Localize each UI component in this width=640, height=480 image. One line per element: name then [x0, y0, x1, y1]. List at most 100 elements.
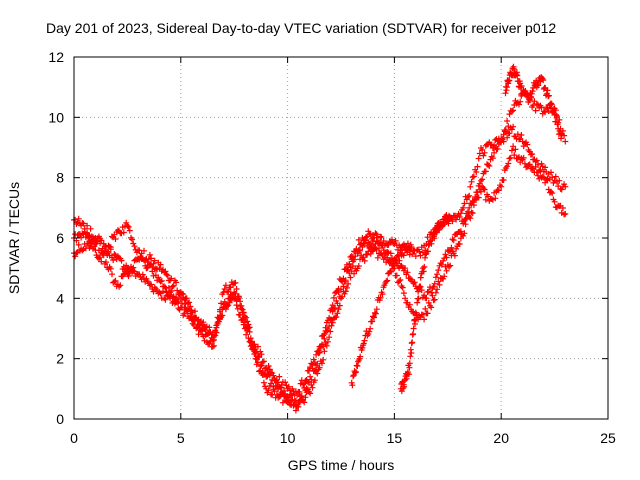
- x-tick-label: 20: [493, 430, 509, 446]
- data-point-sample: [219, 306, 226, 313]
- data-point-sample: [373, 306, 380, 313]
- data-point-sample: [349, 254, 356, 261]
- data-point: [508, 147, 515, 154]
- data-point-sample: [366, 230, 373, 237]
- data-point-sample: [535, 172, 541, 179]
- x-axis-label: GPS time / hours: [288, 457, 395, 473]
- data-point-sample: [467, 215, 474, 222]
- data-point-sample: [518, 132, 525, 138]
- axis-ticks: 0 5 10 15 20 25 0 2 4 6 8 10 12: [48, 49, 616, 446]
- data-point-sample: [240, 309, 247, 316]
- data-point: [508, 126, 515, 133]
- x-tick-label: 25: [600, 430, 616, 446]
- data-point-sample: [176, 291, 183, 298]
- data-point-sample: [383, 278, 390, 285]
- data-point-sample: [307, 373, 314, 380]
- data-point-sample: [409, 339, 416, 346]
- data-point-sample: [180, 294, 187, 301]
- data-point-sample: [420, 268, 427, 275]
- data-point: [498, 183, 505, 190]
- data-point-sample: [468, 178, 475, 185]
- chart-title: Day 201 of 2023, Sidereal Day-to-day VTE…: [46, 20, 556, 36]
- data-point-sample: [360, 340, 367, 347]
- data-point-sample: [540, 77, 547, 84]
- data-point-sample: [528, 90, 535, 97]
- data-point-sample: [502, 128, 509, 135]
- data-point-sample: [390, 262, 397, 269]
- data-point-sample: [340, 275, 347, 282]
- data-point-sample: [421, 263, 428, 270]
- data-point-sample: [214, 319, 221, 326]
- data-point-sample: [446, 215, 453, 222]
- data-point-sample: [123, 219, 130, 226]
- data-point-sample: [422, 254, 428, 261]
- data-point-sample: [374, 254, 381, 261]
- data-point-sample: [307, 390, 314, 397]
- data-point-sample: [378, 234, 385, 241]
- data-point-sample: [349, 382, 356, 389]
- data-point-sample: [139, 271, 146, 278]
- data-point-sample: [169, 283, 176, 290]
- data-point-sample: [449, 236, 456, 243]
- data-point-sample: [168, 275, 175, 282]
- data-point-sample: [417, 252, 424, 259]
- data-point-sample: [265, 363, 272, 369]
- data-point-sample: [336, 302, 343, 309]
- data-point-sample: [553, 114, 560, 121]
- data-point-sample: [146, 251, 153, 258]
- data-point-sample: [429, 292, 436, 299]
- data-point-sample: [245, 335, 252, 342]
- data-point-sample: [130, 267, 137, 274]
- data-point-sample: [141, 247, 147, 254]
- data-point-sample: [206, 330, 213, 336]
- data-point-sample: [533, 157, 540, 164]
- data-point: [252, 355, 259, 362]
- data-point-sample: [271, 388, 278, 395]
- data-point-sample: [396, 278, 403, 285]
- data-point-sample: [343, 284, 350, 291]
- data-point-sample: [240, 321, 247, 328]
- data-point-sample: [317, 344, 324, 351]
- data-points: [71, 63, 569, 414]
- data-point-sample: [335, 285, 342, 292]
- data-point-sample: [277, 384, 284, 391]
- data-point-sample: [497, 139, 503, 146]
- data-point-sample: [545, 92, 552, 99]
- data-point: [295, 403, 302, 410]
- data-point: [434, 286, 441, 293]
- data-point-sample: [302, 377, 309, 384]
- data-point: [348, 253, 355, 260]
- data-point-sample: [365, 239, 372, 246]
- data-point-sample: [163, 271, 170, 278]
- data-point-sample: [392, 259, 399, 265]
- data-point: [466, 204, 473, 211]
- data-point-sample: [510, 143, 517, 150]
- data-point-sample: [347, 274, 354, 281]
- data-point-sample: [399, 284, 406, 291]
- data-point-sample: [371, 309, 378, 316]
- data-point-sample: [157, 261, 164, 268]
- data-point-sample: [425, 299, 432, 306]
- data-point-sample: [257, 367, 264, 374]
- data-point-sample: [75, 241, 82, 248]
- data-point-sample: [460, 204, 467, 211]
- data-point-sample: [303, 377, 310, 383]
- data-point-sample: [532, 107, 539, 114]
- data-point: [558, 135, 564, 142]
- data-point-sample: [355, 263, 362, 269]
- data-point: [408, 244, 415, 250]
- data-point-sample: [289, 396, 296, 403]
- data-point-sample: [532, 163, 539, 170]
- data-point-sample: [361, 257, 368, 264]
- data-point-sample: [300, 381, 306, 388]
- y-tick-label: 0: [56, 411, 64, 427]
- data-point-sample: [516, 136, 522, 143]
- data-point-sample: [175, 298, 182, 305]
- data-point-sample: [441, 221, 448, 228]
- data-point-sample: [186, 306, 193, 312]
- data-point-sample: [435, 278, 442, 285]
- data-point-sample: [357, 247, 363, 254]
- data-point-sample: [469, 174, 476, 181]
- data-point-sample: [80, 220, 87, 227]
- data-point-sample: [494, 145, 501, 152]
